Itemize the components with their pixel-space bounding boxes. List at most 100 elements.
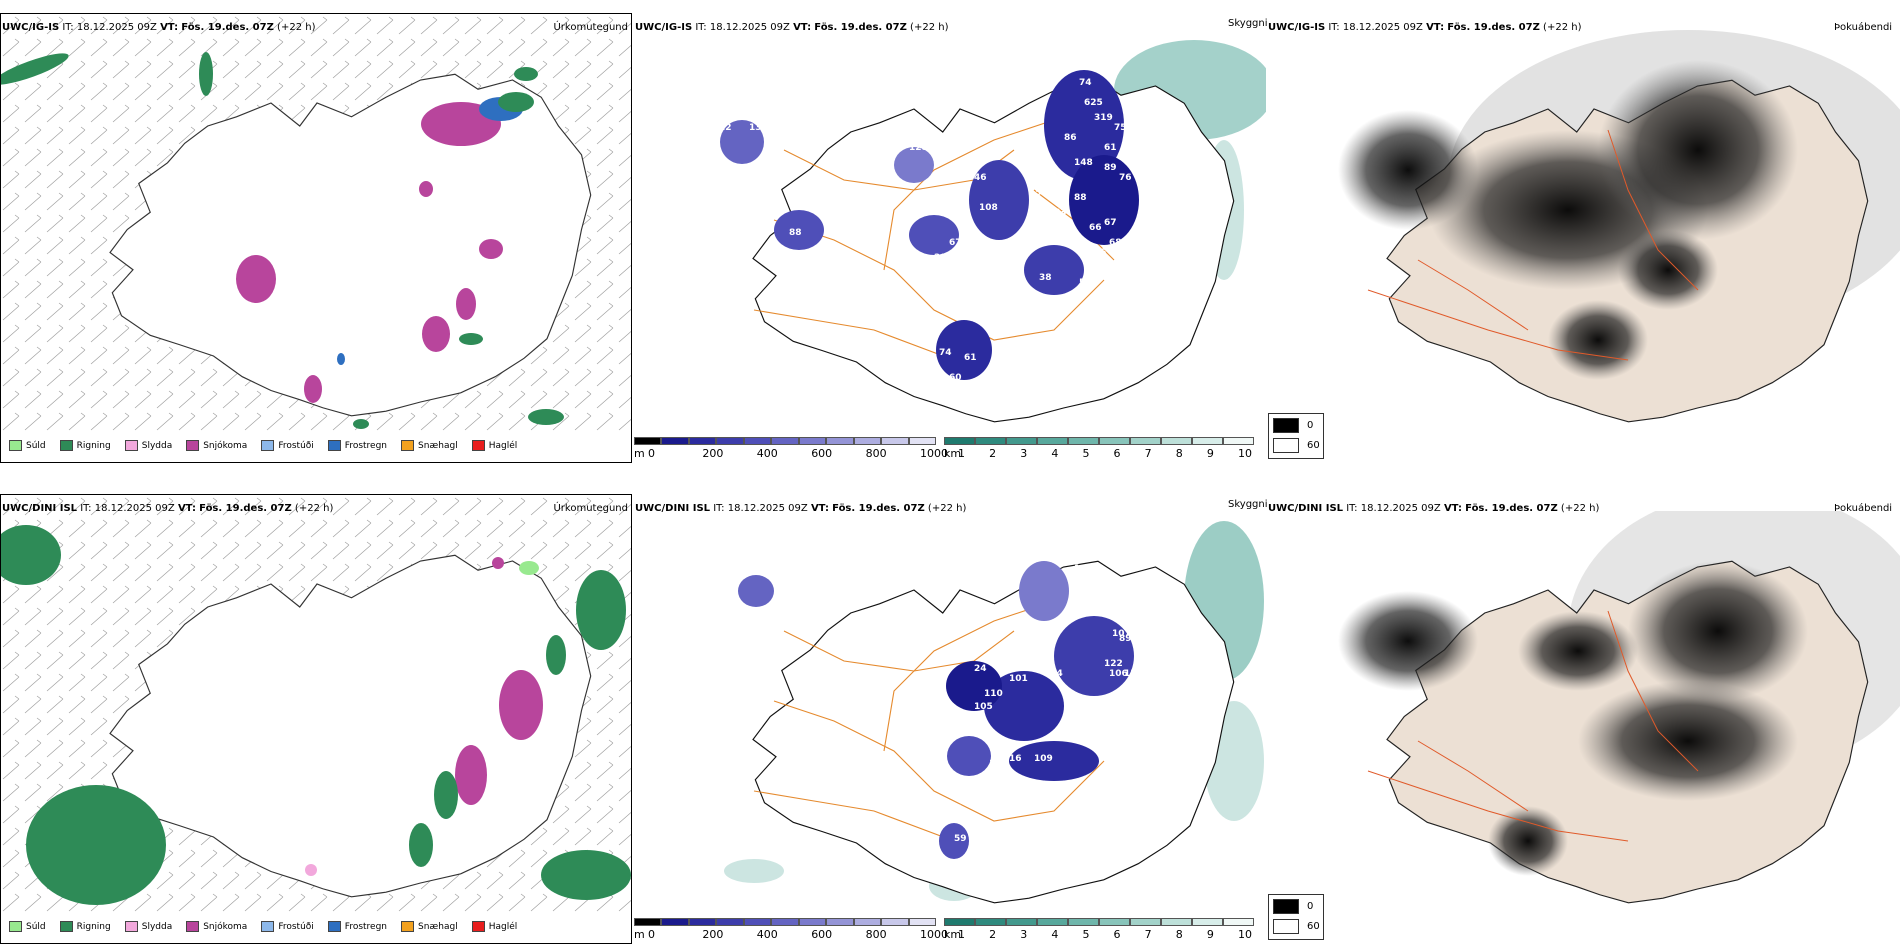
colorbar-segment	[1130, 918, 1161, 926]
cloudbase-value-label: 106	[1034, 649, 1053, 659]
colorbar-tick: 1000	[920, 928, 948, 941]
legend-label: Súld	[26, 440, 46, 451]
colorbar-unit: m	[634, 447, 645, 460]
colorbar-tick: 600	[811, 928, 833, 941]
fog-map-bottom	[1338, 511, 1900, 904]
legend-swatch	[124, 921, 138, 932]
precip-legend-item: Snæhagl	[401, 440, 458, 451]
colorbar-tick: 4	[1051, 447, 1059, 460]
precip-legend-item: Frostúði	[261, 440, 314, 451]
precip-legend-item: Frostregn	[327, 440, 388, 451]
cloudbase-value-label: 67	[1104, 218, 1117, 228]
legend-swatch	[471, 440, 485, 451]
legend-swatch	[59, 440, 73, 451]
visibility-colorbar-bottom: km 1 2 3 4 5 6 7 8 9 10	[944, 918, 1264, 948]
legend-label: Slydda	[141, 440, 173, 451]
cloudbase-colorbar-top: m 0 200 400 600 800 1000	[634, 437, 948, 467]
colorbar-segment	[1223, 437, 1254, 445]
legend-label: Frostregn	[344, 440, 388, 451]
colorbar-segment	[1161, 918, 1192, 926]
colorbar-tick: 600	[811, 447, 833, 460]
cloudbase-value-label: 22	[719, 123, 732, 133]
cloudbase-value-label: 73	[959, 238, 972, 248]
legend-label: Snjókoma	[203, 440, 248, 451]
colorbar-tick: 5	[1082, 928, 1090, 941]
colorbar-tick: 400	[756, 928, 778, 941]
colorbar-tick: 200	[702, 928, 724, 941]
cloudbase-value-label: 319	[1094, 113, 1113, 123]
cloudbase-value-label: 28	[744, 213, 757, 223]
cloudbase-value-label: 103	[1119, 539, 1138, 549]
colorbar-segment	[716, 437, 744, 445]
colorbar-segment	[798, 918, 827, 926]
precip-legend-item: Snjókoma	[186, 921, 247, 932]
colorbar-segment	[881, 918, 909, 926]
precip-legend-item: Súld	[9, 921, 46, 932]
colorbar-segment	[826, 437, 854, 445]
fog-panel-bottom: 0 60	[1268, 511, 1900, 951]
cloud-cells-bottom	[738, 561, 1134, 859]
colorbar-tick: 8	[1175, 447, 1183, 460]
panel-name-fog-top: Þokuábendi	[1834, 22, 1893, 33]
cloudbase-panel-bottom: 468 103 144 84 16 37 106 107 89 95 122 106 137 87 332 1…	[634, 511, 1266, 911]
cloudbase-colorbar-bottom: m 0 200 400 600 800 1000	[634, 918, 948, 948]
colorbar-tick: 800	[865, 928, 887, 941]
cloudbase-value-label: 106	[1109, 669, 1128, 679]
precip-legend-item: Rigning	[59, 921, 111, 932]
cloudbase-value-label: 27	[1194, 649, 1207, 659]
fog-map-top	[1338, 30, 1900, 423]
fog-legend-row: 0	[1273, 899, 1313, 914]
cloudbase-value-label: 30	[1024, 108, 1037, 118]
colorbar-tick: 10	[1238, 447, 1252, 460]
fog-legend-row: 0	[1273, 418, 1313, 433]
fog-legend-row: 60	[1273, 919, 1320, 934]
cloudbase-value-label: 122	[1104, 659, 1123, 669]
colorbar-segment	[1192, 918, 1223, 926]
cloudbase-value-label: 95	[1139, 644, 1152, 654]
cloudbase-value-label: 105	[989, 759, 1008, 769]
cloudbase-value-label: 89	[744, 173, 757, 183]
precip-patches	[1, 52, 564, 429]
fog-legend-label: 60	[1307, 921, 1320, 932]
fog-legend-bottom: 0 60	[1268, 894, 1324, 940]
legend-swatch	[124, 440, 138, 451]
cloudbase-value-label: 144	[1074, 564, 1093, 574]
fog-blobs-top	[1338, 60, 1798, 380]
precip-legend-item: Haglél	[471, 921, 517, 932]
fog-legend-swatch	[1273, 438, 1299, 453]
precip-legend-top: Súld Rigning Slydda Snjókoma Frostúði Frostre…	[9, 440, 531, 451]
cloudbase-value-label: 29	[934, 253, 947, 263]
precip-panel-bottom: Súld Rigning Slydda Snjókoma Frostúði Frostre…	[0, 494, 632, 944]
colorbar-segment	[634, 437, 662, 445]
panel-name-precip-top: Úrkomutegund	[553, 22, 628, 33]
colorbar-segment	[1099, 437, 1130, 445]
colorbar-tick: 800	[865, 447, 887, 460]
legend-swatch	[327, 440, 341, 451]
cloudbase-value-label: 137	[1124, 669, 1143, 679]
precip-legend-item: Súld	[9, 440, 46, 451]
colorbar-tick: 2	[989, 447, 997, 460]
colorbar-unit: m	[634, 928, 645, 941]
legend-swatch	[186, 440, 200, 451]
cloudbase-value-label: 106	[1109, 609, 1128, 619]
colorbar-tick: 9	[1206, 447, 1214, 460]
legend-swatch	[401, 440, 415, 451]
legend-swatch	[9, 921, 22, 932]
legend-label: Frostúði	[278, 440, 314, 451]
colorbar-segment	[826, 918, 854, 926]
colorbar-unit: km	[944, 928, 962, 941]
header-precip-bottom: UWC/DINI ISL IT: 18.12.2025 09Z VT: Fös.…	[2, 503, 334, 514]
precip-legend-item: Frostregn	[327, 921, 387, 932]
colorbar-segment	[881, 437, 909, 445]
header-fog-bottom: UWC/DINI ISL IT: 18.12.2025 09Z VT: Fös.…	[1268, 503, 1600, 514]
colorbar-tick: 0	[648, 447, 655, 460]
header-precip-top: UWC/IG-IS IT: 18.12.2025 09Z VT: Fös. 19…	[2, 22, 316, 33]
legend-swatch	[471, 921, 485, 932]
cloudbase-value-label: 68	[1109, 238, 1122, 248]
fog-legend-row: 60	[1273, 438, 1320, 453]
colorbar-unit: km	[944, 447, 962, 460]
precip-legend-item: Slydda	[124, 440, 173, 451]
legend-swatch	[9, 440, 22, 451]
cloudbase-value-label: 15	[1029, 188, 1042, 198]
